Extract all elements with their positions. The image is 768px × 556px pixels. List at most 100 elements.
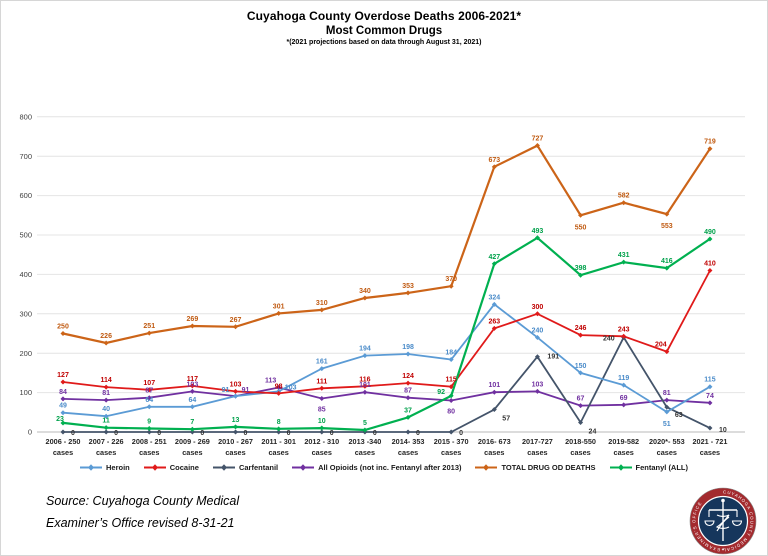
svg-text:194: 194 [359,346,371,353]
svg-text:150: 150 [575,363,587,370]
svg-text:114: 114 [100,377,111,384]
legend-marker-cocaine [143,464,166,471]
svg-text:cases: cases [570,448,590,457]
svg-text:49: 49 [59,403,67,410]
chart-subtitle: Most Common Drugs [325,25,443,37]
legend-item-cocaine: Cocaine [143,463,199,472]
svg-text:0: 0 [416,430,420,437]
svg-text:2014- 353: 2014- 353 [392,437,425,446]
series-line-total-od [60,143,713,346]
svg-text:370: 370 [445,276,457,283]
svg-text:127: 127 [57,372,69,379]
svg-text:119: 119 [618,375,629,382]
svg-text:111: 111 [316,378,327,385]
svg-text:246: 246 [575,325,587,332]
svg-text:10: 10 [719,427,727,434]
svg-text:51: 51 [663,421,671,428]
svg-text:107: 107 [143,380,155,387]
svg-text:10: 10 [318,418,326,425]
medical-examiner-seal: CUYAHOGA COUNTY MEDICAL EXAMINER'S OFFIC… [689,487,757,555]
svg-text:117: 117 [187,376,198,383]
svg-text:cases: cases [182,448,202,457]
svg-text:184: 184 [445,350,457,357]
gridlines [37,116,745,433]
svg-text:cases: cases [269,448,289,457]
svg-text:63: 63 [675,412,683,419]
svg-text:2019-582: 2019-582 [608,437,639,446]
svg-text:37: 37 [404,407,412,414]
svg-text:204: 204 [655,342,667,349]
svg-text:553: 553 [661,223,673,230]
legend-label-carfentanil: Carfentanil [238,463,279,472]
svg-text:398: 398 [575,265,587,272]
chart-footnote: *(2021 projections based on data through… [286,39,482,46]
svg-text:cases: cases [527,448,547,457]
svg-text:cases: cases [225,448,245,457]
svg-text:101: 101 [488,382,500,389]
svg-text:263: 263 [488,318,500,325]
svg-text:427: 427 [488,254,500,261]
svg-text:2010 - 267: 2010 - 267 [218,437,253,446]
svg-text:0: 0 [373,430,377,437]
chart-title-block: Cuyahoga County Overdose Deaths 2006-202… [1,9,767,46]
svg-text:719: 719 [704,139,716,146]
caduceus-scales-icon [704,498,743,541]
svg-text:74: 74 [706,393,714,400]
svg-text:324: 324 [488,294,500,301]
svg-text:cases: cases [441,448,461,457]
svg-text:2006 - 250: 2006 - 250 [46,437,81,446]
svg-text:115: 115 [446,377,457,384]
svg-text:800: 800 [19,112,32,121]
svg-text:103: 103 [230,381,242,388]
legend-item-heroin: Heroin [79,463,130,472]
svg-text:2009 - 269: 2009 - 269 [175,437,210,446]
svg-text:cases: cases [614,448,634,457]
svg-text:2016- 673: 2016- 673 [478,437,511,446]
svg-text:85: 85 [318,407,326,414]
svg-text:13: 13 [232,417,240,424]
svg-text:400: 400 [19,270,32,279]
legend-item-all-opioids: All Opioids (not inc. Fentanyl after 201… [292,463,461,472]
svg-text:198: 198 [402,344,414,351]
svg-text:200: 200 [19,349,32,358]
series-line-fentanyl [60,235,713,433]
svg-text:673: 673 [488,157,500,164]
svg-text:300: 300 [532,304,544,311]
svg-text:250: 250 [57,324,69,331]
svg-text:cases: cases [398,448,418,457]
svg-text:550: 550 [575,224,587,231]
svg-text:2007 - 226: 2007 - 226 [89,437,124,446]
svg-text:0: 0 [459,430,463,437]
x-axis-labels: 2006 - 250 cases 2007 - 226 cases 2008 - 251… [46,437,728,457]
legend-marker-all-opioids [292,464,315,471]
svg-text:2018-550: 2018-550 [565,437,596,446]
svg-text:2012 - 310: 2012 - 310 [304,437,339,446]
svg-text:81: 81 [102,390,110,397]
svg-text:243: 243 [618,326,630,333]
svg-text:700: 700 [19,152,32,161]
svg-text:161: 161 [316,359,328,366]
svg-text:301: 301 [273,303,285,310]
legend-label-all-opioids: All Opioids (not inc. Fentanyl after 201… [318,463,462,472]
legend-marker-carfentanil [212,464,235,471]
svg-text:11: 11 [102,418,110,425]
svg-text:2015 - 370: 2015 - 370 [434,437,469,446]
svg-text:103: 103 [187,381,199,388]
svg-text:226: 226 [100,333,112,340]
svg-text:5: 5 [363,420,367,427]
svg-text:cases: cases [355,448,375,457]
svg-text:cases: cases [484,448,504,457]
svg-text:2008 - 251: 2008 - 251 [132,437,167,446]
svg-text:cases: cases [139,448,159,457]
svg-text:91: 91 [242,387,250,394]
svg-text:0: 0 [157,430,161,437]
seal-bottom-ornament: ✦ [721,547,725,552]
legend-marker-total-od [475,464,498,471]
svg-text:57: 57 [502,416,510,423]
svg-text:87: 87 [404,388,412,395]
svg-text:cases: cases [96,448,116,457]
svg-text:0: 0 [28,428,32,437]
svg-text:64: 64 [145,397,153,404]
